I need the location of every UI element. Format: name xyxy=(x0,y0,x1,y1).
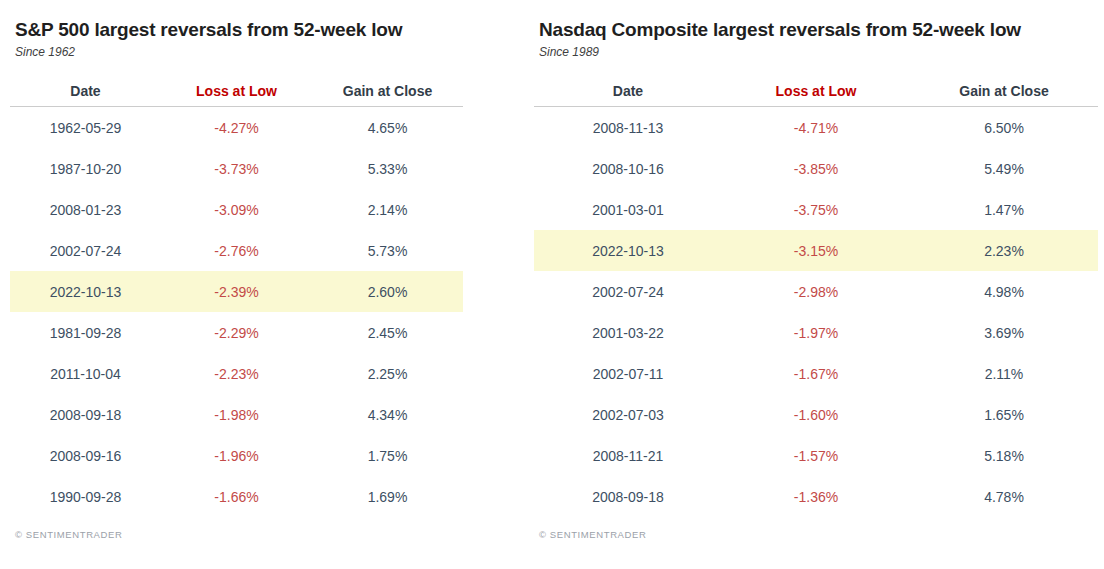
cell-date: 2022-10-13 xyxy=(534,230,722,271)
nasdaq-table-panel: Nasdaq Composite largest reversals from … xyxy=(534,0,1098,569)
table-row: 1990-09-28-1.66%1.69% xyxy=(10,476,463,517)
cell-gain: 5.18% xyxy=(910,435,1098,476)
table-row: 1987-10-20-3.73%5.33% xyxy=(10,148,463,189)
table-row: 2008-10-16-3.85%5.49% xyxy=(534,148,1098,189)
copyright-label: © SENTIMENTRADER xyxy=(539,529,646,540)
cell-loss: -3.09% xyxy=(161,189,312,230)
cell-gain: 1.75% xyxy=(312,435,463,476)
cell-gain: 3.69% xyxy=(910,312,1098,353)
copyright-label: © SENTIMENTRADER xyxy=(15,529,122,540)
cell-date: 1987-10-20 xyxy=(10,148,161,189)
page-title: S&P 500 largest reversals from 52-week l… xyxy=(15,19,402,41)
column-header-date: Date xyxy=(10,76,161,106)
table-row: 2008-01-23-3.09%2.14% xyxy=(10,189,463,230)
table-row: 2008-11-13-4.71%6.50% xyxy=(534,107,1098,148)
sp500-table-panel: S&P 500 largest reversals from 52-week l… xyxy=(10,0,463,569)
column-header-gain-at-close: Gain at Close xyxy=(910,76,1098,106)
table-row: 2001-03-22-1.97%3.69% xyxy=(534,312,1098,353)
cell-date: 2008-11-21 xyxy=(534,435,722,476)
cell-loss: -1.66% xyxy=(161,476,312,517)
cell-loss: -4.71% xyxy=(722,107,910,148)
cell-date: 2008-11-13 xyxy=(534,107,722,148)
table-row: 1981-09-28-2.29%2.45% xyxy=(10,312,463,353)
cell-date: 2002-07-03 xyxy=(534,394,722,435)
cell-loss: -1.96% xyxy=(161,435,312,476)
table-body: 2008-11-13-4.71%6.50%2008-10-16-3.85%5.4… xyxy=(534,107,1098,517)
cell-loss: -1.57% xyxy=(722,435,910,476)
cell-date: 2001-03-22 xyxy=(534,312,722,353)
cell-loss: -4.27% xyxy=(161,107,312,148)
table-row: 2002-07-24-2.76%5.73% xyxy=(10,230,463,271)
table-row: 2008-11-21-1.57%5.18% xyxy=(534,435,1098,476)
cell-loss: -1.97% xyxy=(722,312,910,353)
cell-gain: 4.34% xyxy=(312,394,463,435)
cell-date: 2011-10-04 xyxy=(10,353,161,394)
cell-gain: 6.50% xyxy=(910,107,1098,148)
cell-gain: 2.14% xyxy=(312,189,463,230)
table-row: 2011-10-04-2.23%2.25% xyxy=(10,353,463,394)
cell-date: 1962-05-29 xyxy=(10,107,161,148)
column-header-loss-at-low: Loss at Low xyxy=(161,76,312,106)
cell-loss: -3.75% xyxy=(722,189,910,230)
table-body: 1962-05-29-4.27%4.65%1987-10-20-3.73%5.3… xyxy=(10,107,463,517)
cell-loss: -2.23% xyxy=(161,353,312,394)
cell-loss: -1.67% xyxy=(722,353,910,394)
cell-loss: -2.98% xyxy=(722,271,910,312)
table-row: 1962-05-29-4.27%4.65% xyxy=(10,107,463,148)
column-header-loss-at-low: Loss at Low xyxy=(722,76,910,106)
subtitle: Since 1962 xyxy=(15,45,75,59)
cell-gain: 1.47% xyxy=(910,189,1098,230)
table-header-row: Date Loss at Low Gain at Close xyxy=(10,76,463,107)
cell-date: 2022-10-13 xyxy=(10,271,161,312)
cell-date: 1990-09-28 xyxy=(10,476,161,517)
cell-loss: -2.39% xyxy=(161,271,312,312)
cell-gain: 1.69% xyxy=(312,476,463,517)
subtitle: Since 1989 xyxy=(539,45,599,59)
cell-date: 2002-07-24 xyxy=(534,271,722,312)
cell-date: 1981-09-28 xyxy=(10,312,161,353)
cell-gain: 4.65% xyxy=(312,107,463,148)
cell-date: 2002-07-11 xyxy=(534,353,722,394)
cell-loss: -3.73% xyxy=(161,148,312,189)
cell-date: 2008-09-18 xyxy=(534,476,722,517)
cell-loss: -1.98% xyxy=(161,394,312,435)
cell-loss: -2.29% xyxy=(161,312,312,353)
table-row: 2008-09-18-1.98%4.34% xyxy=(10,394,463,435)
cell-loss: -1.60% xyxy=(722,394,910,435)
cell-gain: 4.98% xyxy=(910,271,1098,312)
table-row: 2008-09-16-1.96%1.75% xyxy=(10,435,463,476)
cell-gain: 2.60% xyxy=(312,271,463,312)
cell-date: 2008-09-16 xyxy=(10,435,161,476)
cell-gain: 1.65% xyxy=(910,394,1098,435)
table-row-highlighted: 2022-10-13-3.15%2.23% xyxy=(534,230,1098,271)
table-row: 2001-03-01-3.75%1.47% xyxy=(534,189,1098,230)
cell-gain: 5.33% xyxy=(312,148,463,189)
page-title: Nasdaq Composite largest reversals from … xyxy=(539,19,1021,41)
table-row: 2008-09-18-1.36%4.78% xyxy=(534,476,1098,517)
table-header-row: Date Loss at Low Gain at Close xyxy=(534,76,1098,107)
cell-date: 2008-10-16 xyxy=(534,148,722,189)
cell-gain: 2.11% xyxy=(910,353,1098,394)
cell-loss: -2.76% xyxy=(161,230,312,271)
cell-date: 2008-01-23 xyxy=(10,189,161,230)
column-header-gain-at-close: Gain at Close xyxy=(312,76,463,106)
table-row: 2002-07-11-1.67%2.11% xyxy=(534,353,1098,394)
table-row: 2002-07-24-2.98%4.98% xyxy=(534,271,1098,312)
cell-loss: -3.15% xyxy=(722,230,910,271)
cell-date: 2008-09-18 xyxy=(10,394,161,435)
column-header-date: Date xyxy=(534,76,722,106)
table-row: 2002-07-03-1.60%1.65% xyxy=(534,394,1098,435)
cell-gain: 5.49% xyxy=(910,148,1098,189)
table-row-highlighted: 2022-10-13-2.39%2.60% xyxy=(10,271,463,312)
cell-gain: 4.78% xyxy=(910,476,1098,517)
cell-date: 2001-03-01 xyxy=(534,189,722,230)
cell-gain: 5.73% xyxy=(312,230,463,271)
cell-gain: 2.25% xyxy=(312,353,463,394)
cell-date: 2002-07-24 xyxy=(10,230,161,271)
cell-gain: 2.45% xyxy=(312,312,463,353)
cell-gain: 2.23% xyxy=(910,230,1098,271)
cell-loss: -3.85% xyxy=(722,148,910,189)
cell-loss: -1.36% xyxy=(722,476,910,517)
